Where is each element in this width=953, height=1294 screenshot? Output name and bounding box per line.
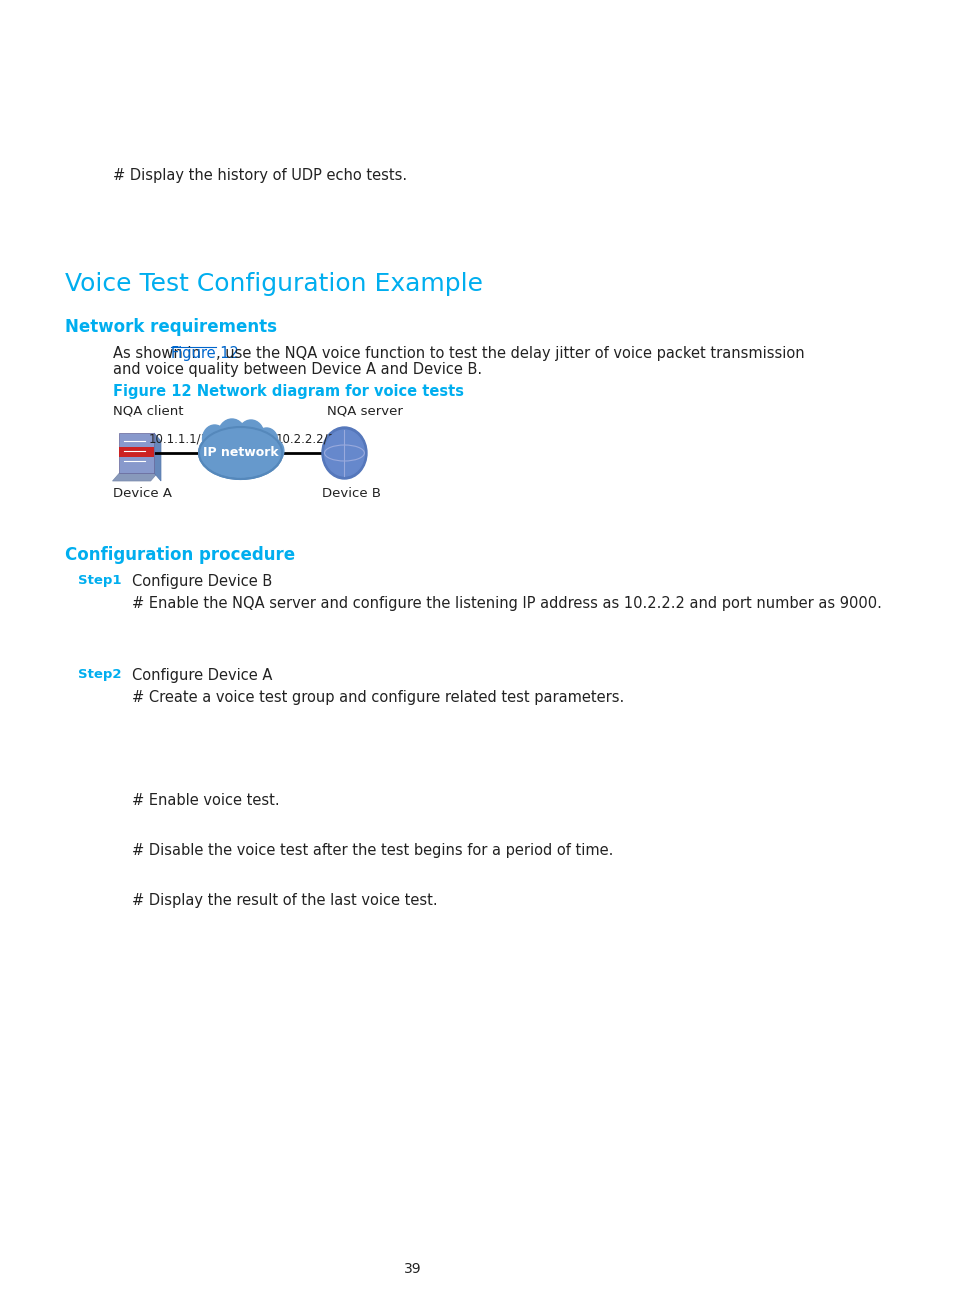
- Ellipse shape: [199, 427, 282, 479]
- Text: # Display the history of UDP echo tests.: # Display the history of UDP echo tests.: [112, 168, 406, 182]
- Text: Figure 12 Network diagram for voice tests: Figure 12 Network diagram for voice test…: [112, 384, 463, 399]
- Text: # Disable the voice test after the test begins for a period of time.: # Disable the voice test after the test …: [132, 842, 612, 858]
- Text: Configuration procedure: Configuration procedure: [65, 546, 294, 564]
- Text: Step2: Step2: [78, 668, 121, 681]
- Text: 10.1.1.1/16: 10.1.1.1/16: [149, 432, 216, 445]
- Text: Configure Device A: Configure Device A: [132, 668, 272, 683]
- Text: NQA server: NQA server: [327, 404, 402, 417]
- Text: 39: 39: [404, 1262, 421, 1276]
- Text: IP network: IP network: [203, 446, 278, 459]
- Circle shape: [199, 439, 219, 463]
- Ellipse shape: [199, 431, 282, 475]
- Text: and voice quality between Device A and Device B.: and voice quality between Device A and D…: [112, 362, 481, 377]
- Text: Configure Device B: Configure Device B: [132, 575, 272, 589]
- Text: 10.2.2.2/16: 10.2.2.2/16: [274, 432, 342, 445]
- Text: Network requirements: Network requirements: [65, 318, 276, 336]
- Text: Figure 12: Figure 12: [172, 345, 239, 361]
- Circle shape: [324, 430, 364, 476]
- Text: # Create a voice test group and configure related test parameters.: # Create a voice test group and configur…: [132, 690, 623, 705]
- Text: # Enable the NQA server and configure the listening IP address as 10.2.2.2 and p: # Enable the NQA server and configure th…: [132, 597, 881, 611]
- Text: , use the NQA voice function to test the delay jitter of voice packet transmissi: , use the NQA voice function to test the…: [216, 345, 804, 361]
- Text: Step1: Step1: [78, 575, 121, 587]
- Text: As shown in: As shown in: [112, 345, 205, 361]
- Text: Device A: Device A: [112, 487, 172, 499]
- Circle shape: [255, 428, 277, 454]
- Text: Device B: Device B: [321, 487, 380, 499]
- Text: Voice Test Configuration Example: Voice Test Configuration Example: [65, 272, 482, 296]
- Circle shape: [218, 419, 246, 452]
- FancyBboxPatch shape: [119, 433, 153, 474]
- Polygon shape: [112, 474, 157, 481]
- Circle shape: [237, 421, 264, 450]
- Text: # Enable voice test.: # Enable voice test.: [132, 793, 279, 807]
- FancyBboxPatch shape: [119, 446, 153, 457]
- Text: NQA client: NQA client: [112, 404, 183, 417]
- Circle shape: [321, 427, 367, 479]
- Text: # Display the result of the last voice test.: # Display the result of the last voice t…: [132, 893, 436, 908]
- Circle shape: [263, 439, 284, 463]
- Polygon shape: [153, 433, 161, 481]
- Circle shape: [202, 424, 227, 453]
